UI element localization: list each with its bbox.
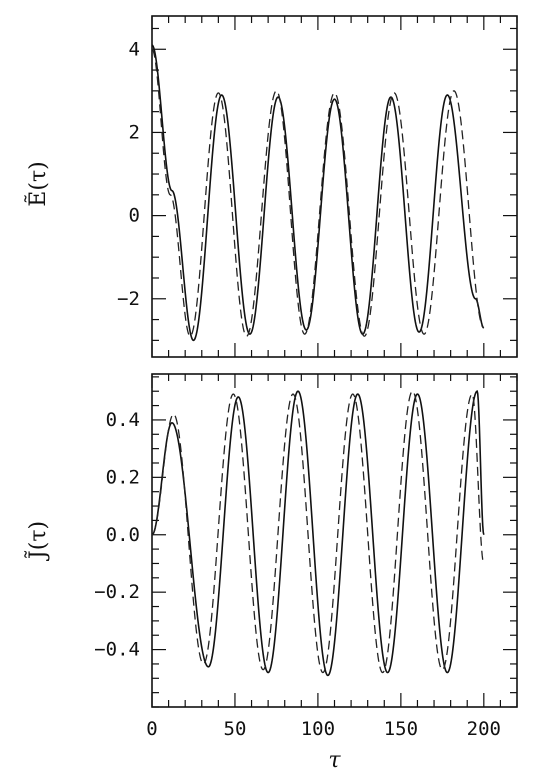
solid-series-line bbox=[151, 390, 485, 677]
y-tick-label: 0.2 bbox=[106, 466, 140, 488]
x-axis-label: τ bbox=[328, 748, 341, 773]
x-tick-label: 200 bbox=[467, 718, 501, 740]
y-tick-label: −0.2 bbox=[94, 581, 140, 603]
y-axis-label: J̃(τ) bbox=[25, 521, 51, 561]
y-axis-label: Ẽ(τ) bbox=[23, 161, 51, 206]
y-tick-label: −0.4 bbox=[94, 639, 140, 661]
x-tick-label: 0 bbox=[146, 718, 157, 740]
y-tick-label: −2 bbox=[117, 288, 140, 310]
bottom-panel: −0.4 −0.2 0.0 0.2 0.4 0 50 100 150 200 J̃(τ) τ bbox=[25, 373, 518, 773]
y-tick-label: 0 bbox=[129, 205, 140, 227]
top-panel: −2 0 2 4 Ẽ(τ) bbox=[23, 15, 518, 358]
y-tick-label: 4 bbox=[129, 38, 140, 60]
dashed-series-line bbox=[151, 390, 485, 674]
solid-series-line bbox=[151, 44, 485, 342]
y-tick-label: 2 bbox=[129, 121, 140, 143]
dashed-series-line bbox=[151, 48, 485, 337]
y-tick-label: 0.4 bbox=[106, 409, 140, 431]
x-tick-label: 150 bbox=[384, 718, 418, 740]
x-tick-label: 100 bbox=[301, 718, 335, 740]
x-tick-label: 50 bbox=[224, 718, 247, 740]
y-tick-label: 0.0 bbox=[106, 524, 140, 546]
